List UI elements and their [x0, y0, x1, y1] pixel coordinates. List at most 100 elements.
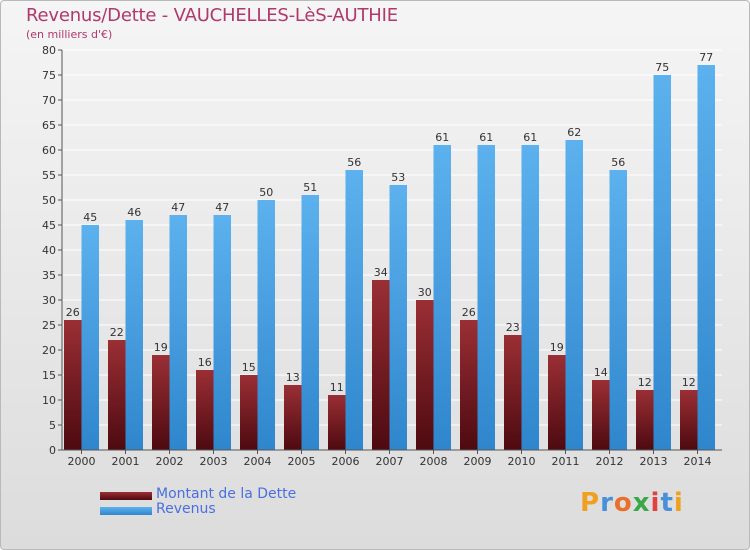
data-label: 14	[594, 366, 608, 379]
y-tick-label: 20	[42, 344, 56, 357]
data-label: 56	[611, 156, 625, 169]
x-tick-label: 2009	[464, 455, 492, 468]
logo-letter: o	[613, 488, 633, 518]
x-tick-label: 2010	[508, 455, 536, 468]
x-tick-label: 2006	[332, 455, 360, 468]
y-tick-label: 15	[42, 369, 56, 382]
bar-revenus	[389, 185, 407, 450]
x-tick-label: 2000	[68, 455, 96, 468]
logo-letter: x	[632, 488, 651, 518]
legend-label-dette: Montant de la Dette	[156, 486, 297, 502]
data-label: 30	[418, 286, 432, 299]
data-label: 19	[550, 341, 564, 354]
data-label: 61	[523, 131, 537, 144]
data-label: 13	[286, 371, 300, 384]
y-tick-label: 25	[42, 319, 56, 332]
bar-revenus	[301, 195, 319, 450]
y-tick-label: 75	[42, 69, 56, 82]
data-label: 46	[127, 206, 141, 219]
logo-letter: t	[660, 488, 674, 518]
x-tick-label: 2008	[420, 455, 448, 468]
x-tick-label: 2005	[288, 455, 316, 468]
data-label: 47	[215, 201, 229, 214]
bar-dette	[548, 355, 566, 450]
bar-revenus	[521, 145, 539, 450]
logo-letter: P	[580, 488, 601, 518]
data-label: 12	[638, 376, 652, 389]
logo-letter: r	[600, 488, 614, 518]
x-tick-label: 2003	[200, 455, 228, 468]
chart-subtitle: (en milliers d'€)	[26, 28, 113, 41]
data-label: 23	[506, 321, 520, 334]
data-label: 34	[374, 266, 388, 279]
y-tick-label: 35	[42, 269, 56, 282]
bar-dette	[240, 375, 258, 450]
data-label: 16	[198, 356, 212, 369]
bar-revenus	[477, 145, 495, 450]
bar-dette	[284, 385, 302, 450]
data-label: 15	[242, 361, 256, 374]
chart-title: Revenus/Dette - VAUCHELLES-LèS-AUTHIE	[26, 5, 398, 26]
bar-dette	[152, 355, 170, 450]
y-tick-label: 45	[42, 219, 56, 232]
y-tick-label: 80	[42, 44, 56, 57]
bar-dette	[64, 320, 82, 450]
data-label: 53	[391, 171, 405, 184]
bar-revenus	[81, 225, 99, 450]
x-tick-label: 2014	[684, 455, 712, 468]
bar-dette	[680, 390, 698, 450]
logo-letter: i	[673, 488, 684, 518]
x-tick-label: 2004	[244, 455, 272, 468]
bar-dette	[108, 340, 126, 450]
data-label: 77	[699, 51, 713, 64]
bar-dette	[460, 320, 478, 450]
y-tick-label: 5	[49, 419, 56, 432]
bar-revenus	[257, 200, 275, 450]
y-tick-label: 65	[42, 119, 56, 132]
y-tick-label: 55	[42, 169, 56, 182]
data-label: 62	[567, 126, 581, 139]
y-tick-label: 70	[42, 94, 56, 107]
bar-revenus	[653, 75, 671, 450]
legend-swatch-revenus	[100, 507, 152, 515]
x-tick-label: 2012	[596, 455, 624, 468]
legend-label-revenus: Revenus	[156, 501, 216, 517]
y-tick-label: 40	[42, 244, 56, 257]
y-tick-label: 30	[42, 294, 56, 307]
legend-swatch-dette	[100, 492, 152, 500]
bar-dette	[196, 370, 214, 450]
bar-revenus	[565, 140, 583, 450]
bar-revenus	[169, 215, 187, 450]
x-tick-label: 2007	[376, 455, 404, 468]
data-label: 47	[171, 201, 185, 214]
bar-revenus	[125, 220, 143, 450]
bar-dette	[636, 390, 654, 450]
data-label: 11	[330, 381, 344, 394]
y-tick-label: 0	[49, 444, 56, 457]
data-label: 61	[435, 131, 449, 144]
bar-revenus	[433, 145, 451, 450]
bar-revenus	[697, 65, 715, 450]
bar-dette	[504, 335, 522, 450]
data-label: 61	[479, 131, 493, 144]
x-tick-label: 2013	[640, 455, 668, 468]
bar-dette	[592, 380, 610, 450]
bar-revenus	[213, 215, 231, 450]
data-label: 50	[259, 186, 273, 199]
y-tick-label: 10	[42, 394, 56, 407]
y-tick-label: 50	[42, 194, 56, 207]
data-label: 45	[83, 211, 97, 224]
bar-dette	[328, 395, 346, 450]
logo-letter: i	[650, 488, 661, 518]
proxiti-logo: Proxiti	[580, 488, 684, 518]
x-tick-label: 2011	[552, 455, 580, 468]
bars	[64, 65, 715, 450]
y-tick-label: 60	[42, 144, 56, 157]
data-label: 26	[66, 306, 80, 319]
bar-revenus	[609, 170, 627, 450]
x-axis: 2000 2001 2002 2003 2004 2005 2006 2007 2008 2009…	[62, 449, 722, 468]
bar-dette	[372, 280, 390, 450]
data-label: 19	[154, 341, 168, 354]
data-label: 75	[655, 61, 669, 74]
